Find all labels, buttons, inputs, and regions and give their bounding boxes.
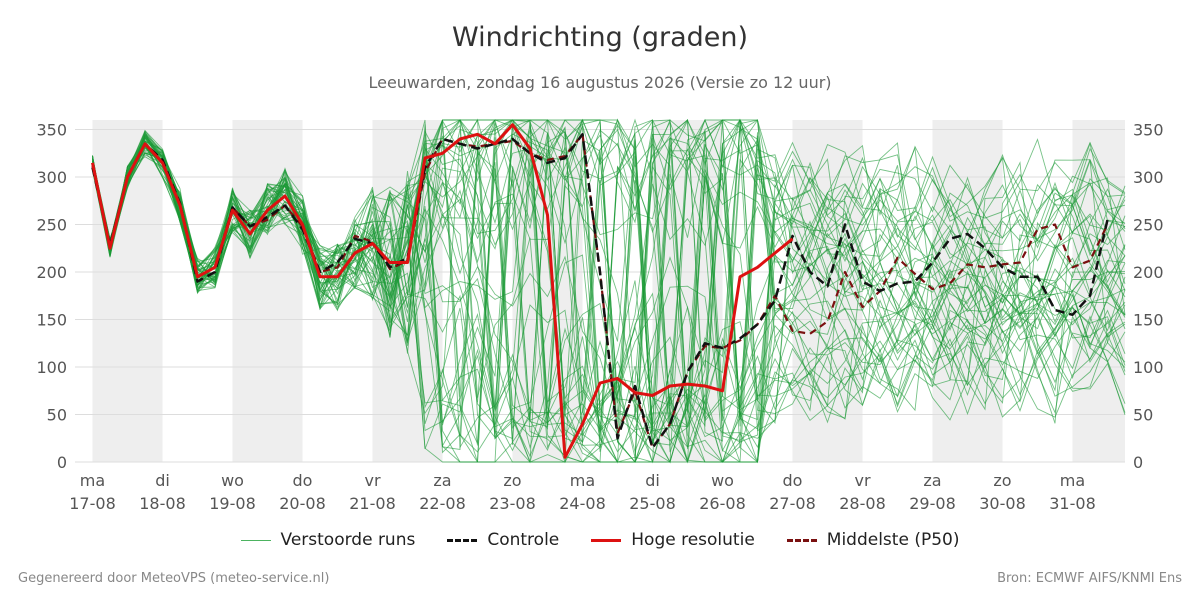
xtick-day-9: wo <box>711 471 734 490</box>
xtick-day-5: za <box>433 471 451 490</box>
ytick-left-300: 300 <box>36 168 67 187</box>
ensemble-member-40 <box>92 119 1126 463</box>
xtick-date-6: 23-08 <box>489 494 536 513</box>
ytick-left-100: 100 <box>36 358 67 377</box>
wind-direction-chart: 0 0 50 50 100 100 150 150 200 200 250 250 300 300 350 3… <box>36 118 1164 514</box>
xtick-date-8: 25-08 <box>629 494 676 513</box>
legend-item-control: Controle <box>447 530 559 550</box>
ytick-left-0: 0 <box>57 453 67 472</box>
chart-title: Windrichting (graden) <box>451 22 749 53</box>
xtick-date-10: 27-08 <box>769 494 816 513</box>
legend-item-highres: Hoge resolutie <box>591 530 755 550</box>
legend-label-control: Controle <box>487 530 560 550</box>
xtick-day-7: ma <box>570 471 595 490</box>
ytick-right-250: 250 <box>1133 216 1164 235</box>
ensemble-member-47 <box>92 119 1126 415</box>
shaded-day-2 <box>232 120 303 462</box>
chart-subtitle: Leeuwarden, zondag 16 augustus 2026 (Ver… <box>368 73 832 92</box>
legend-swatch-median <box>786 538 817 542</box>
xtick-date-5: 22-08 <box>419 494 466 513</box>
xtick-date-12: 29-08 <box>909 494 956 513</box>
xtick-date-14: 31-08 <box>1049 494 1096 513</box>
ensemble-member-43 <box>92 129 1126 463</box>
ytick-left-150: 150 <box>36 311 67 330</box>
ensemble-member-42 <box>92 118 1126 463</box>
ensemble-member-50 <box>92 119 1126 463</box>
ensemble-member-44 <box>92 119 1126 440</box>
xtick-day-3: do <box>293 471 313 490</box>
footer-source: Bron: ECMWF AIFS/KNMI Ens <box>997 571 1182 586</box>
ensemble-member-35 <box>92 118 1126 450</box>
xtick-day-14: ma <box>1060 471 1085 490</box>
footer-generated-by: Gegenereerd door MeteoVPS (meteo-service… <box>18 571 330 586</box>
main-series-layer <box>91 123 1109 459</box>
series-hoge-resolutie <box>91 123 794 459</box>
ensemble-member-5 <box>92 126 1126 463</box>
xtick-date-1: 18-08 <box>139 494 186 513</box>
ytick-right-200: 200 <box>1133 263 1164 282</box>
legend-label-highres: Hoge resolutie <box>631 530 755 550</box>
ensemble-member-41 <box>92 137 1126 463</box>
xtick-date-2: 19-08 <box>209 494 256 513</box>
ensemble-member-31 <box>92 118 1126 464</box>
xtick-day-0: ma <box>80 471 105 490</box>
axis-labels: 0 0 50 50 100 100 150 150 200 200 250 250 300 300 350 3… <box>36 121 1163 514</box>
xtick-date-0: 17-08 <box>69 494 116 513</box>
legend-swatch-perturbed <box>240 539 271 541</box>
xtick-day-10: do <box>783 471 803 490</box>
xtick-date-3: 20-08 <box>279 494 326 513</box>
ensemble-member-17 <box>92 119 1126 453</box>
ensemble-member-20 <box>92 118 1126 463</box>
ytick-left-200: 200 <box>36 263 67 282</box>
ytick-left-250: 250 <box>36 216 67 235</box>
xtick-day-4: vr <box>364 471 380 490</box>
ytick-right-100: 100 <box>1133 358 1164 377</box>
xtick-date-11: 28-08 <box>839 494 886 513</box>
legend-label-perturbed: Verstoorde runs <box>280 530 416 550</box>
legend-item-median: Middelste (P50) <box>786 530 960 550</box>
xtick-day-2: wo <box>221 471 244 490</box>
xtick-day-6: zo <box>503 471 521 490</box>
ytick-left-50: 50 <box>47 406 67 425</box>
xtick-day-12: za <box>923 471 941 490</box>
ytick-right-0: 0 <box>1133 453 1143 472</box>
legend-swatch-control <box>447 538 478 542</box>
xtick-day-1: di <box>155 471 170 490</box>
xtick-day-13: zo <box>993 471 1011 490</box>
ensemble-member-48 <box>92 119 1126 454</box>
legend: Verstoorde runs Controle Hoge resolutie … <box>0 530 1200 550</box>
xtick-date-7: 24-08 <box>559 494 606 513</box>
xtick-date-13: 30-08 <box>979 494 1026 513</box>
ytick-right-150: 150 <box>1133 311 1164 330</box>
xtick-day-8: di <box>645 471 660 490</box>
ensemble-member-26 <box>92 118 1126 443</box>
ytick-right-50: 50 <box>1133 406 1153 425</box>
ytick-right-300: 300 <box>1133 168 1164 187</box>
legend-swatch-highres <box>591 538 622 542</box>
legend-item-perturbed: Verstoorde runs <box>240 530 416 550</box>
ytick-left-350: 350 <box>36 121 67 140</box>
legend-label-median: Middelste (P50) <box>826 530 960 550</box>
xtick-date-4: 21-08 <box>349 494 396 513</box>
xtick-date-9: 26-08 <box>699 494 746 513</box>
ytick-right-350: 350 <box>1133 121 1164 140</box>
xtick-day-11: vr <box>854 471 870 490</box>
